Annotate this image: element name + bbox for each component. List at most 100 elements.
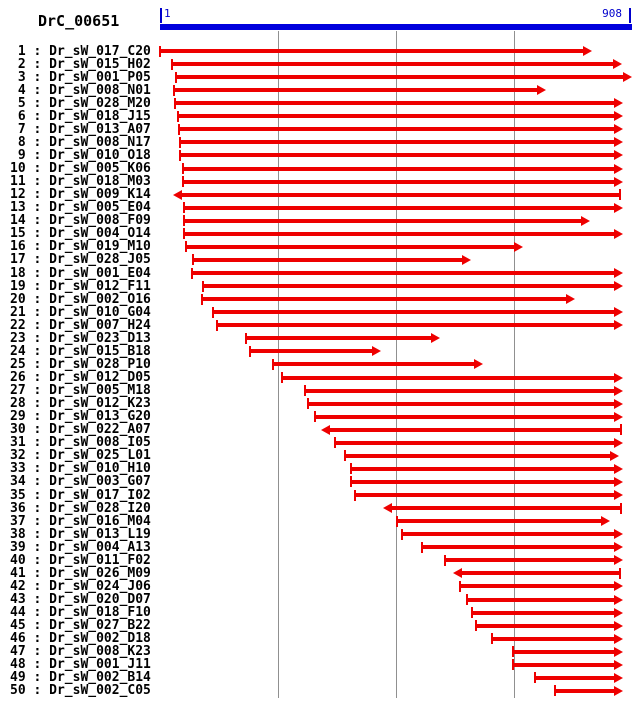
read-label: 1 : Dr_sW_017_C20 bbox=[10, 44, 151, 59]
read-arrow-tail bbox=[421, 542, 423, 553]
read-arrow-shaft bbox=[183, 180, 616, 184]
read-arrow-tail bbox=[314, 411, 316, 422]
ruler-bar bbox=[160, 24, 632, 30]
read-arrow-shaft bbox=[250, 349, 374, 353]
read-arrow-shaft bbox=[217, 323, 615, 327]
read-arrow-head bbox=[613, 59, 622, 69]
read-arrow-head bbox=[614, 477, 623, 487]
read-arrow-head bbox=[614, 150, 623, 160]
read-arrow-shaft bbox=[184, 219, 582, 223]
read-arrow-tail bbox=[183, 202, 185, 213]
read-arrow-tail bbox=[304, 385, 306, 396]
read-label: 46 : Dr_sW_002_D18 bbox=[10, 631, 151, 646]
read-arrow-tail bbox=[354, 490, 356, 501]
read-label: 4 : Dr_sW_008_N01 bbox=[10, 83, 151, 98]
read-arrow-tail bbox=[179, 137, 181, 148]
read-arrow-tail bbox=[444, 555, 446, 566]
read-arrow-head bbox=[614, 438, 623, 448]
read-arrow-tail bbox=[171, 59, 173, 70]
read-arrow-tail bbox=[554, 685, 556, 696]
contig-title: DrC_00651 bbox=[38, 12, 120, 30]
read-arrow-head bbox=[614, 164, 623, 174]
read-arrow-shaft bbox=[445, 558, 615, 562]
read-arrow-tail bbox=[173, 85, 175, 96]
read-arrow-shaft bbox=[476, 624, 616, 628]
read-arrow-shaft bbox=[213, 310, 616, 314]
read-arrow-tail bbox=[174, 98, 176, 109]
read-arrow-tail bbox=[475, 620, 477, 631]
read-arrow-tail bbox=[619, 189, 621, 200]
read-arrow-head bbox=[614, 412, 623, 422]
read-label: 2 : Dr_sW_015_H02 bbox=[10, 57, 151, 72]
read-arrow-head bbox=[583, 46, 592, 56]
read-arrow-head bbox=[614, 686, 623, 696]
read-arrow-head bbox=[453, 568, 462, 578]
read-label: 12 : Dr_sW_009_K14 bbox=[10, 187, 151, 202]
read-arrow-tail bbox=[334, 437, 336, 448]
read-arrow-tail bbox=[245, 333, 247, 344]
read-label: 29 : Dr_sW_013_G20 bbox=[10, 409, 151, 424]
read-label: 22 : Dr_sW_007_H24 bbox=[10, 318, 151, 333]
read-arrow-head bbox=[614, 124, 623, 134]
read-arrow-tail bbox=[183, 215, 185, 226]
read-label: 8 : Dr_sW_008_N17 bbox=[10, 135, 151, 150]
read-arrow-tail bbox=[212, 307, 214, 318]
ruler-start-label: 1 bbox=[164, 7, 171, 20]
read-arrow-shaft bbox=[492, 637, 616, 641]
read-arrow-head bbox=[614, 177, 623, 187]
read-label: 13 : Dr_sW_005_E04 bbox=[10, 200, 151, 215]
read-arrow-head bbox=[462, 255, 471, 265]
read-arrow-tail bbox=[350, 476, 352, 487]
read-label: 30 : Dr_sW_022_A07 bbox=[10, 422, 151, 437]
read-arrow-tail bbox=[471, 607, 473, 618]
read-label: 17 : Dr_sW_028_J05 bbox=[10, 252, 151, 267]
read-arrow-head bbox=[614, 490, 623, 500]
read-arrow-tail bbox=[249, 346, 251, 357]
read-arrow-tail bbox=[281, 372, 283, 383]
read-arrow-tail bbox=[201, 294, 203, 305]
read-arrow-head bbox=[614, 542, 623, 552]
read-arrow-head bbox=[614, 307, 623, 317]
read-arrow-shaft bbox=[472, 611, 615, 615]
read-arrow-shaft bbox=[355, 493, 615, 497]
read-label: 36 : Dr_sW_028_I20 bbox=[10, 501, 151, 516]
read-arrow-tail bbox=[401, 529, 403, 540]
read-label: 37 : Dr_sW_016_M04 bbox=[10, 514, 151, 529]
read-arrow-tail bbox=[175, 72, 177, 83]
read-arrow-tail bbox=[466, 594, 468, 605]
read-arrow-shaft bbox=[172, 62, 615, 66]
read-arrow-head bbox=[372, 346, 381, 356]
read-arrow-shaft bbox=[180, 140, 616, 144]
read-label: 19 : Dr_sW_012_F11 bbox=[10, 279, 151, 294]
read-label: 7 : Dr_sW_013_A07 bbox=[10, 122, 151, 137]
read-arrow-shaft bbox=[160, 49, 585, 53]
read-arrow-tail bbox=[350, 463, 352, 474]
ruler-end-label: 908 bbox=[602, 7, 622, 20]
read-arrow-tail bbox=[396, 516, 398, 527]
read-label: 25 : Dr_sW_028_P10 bbox=[10, 357, 151, 372]
read-arrow-tail bbox=[183, 228, 185, 239]
read-arrow-head bbox=[614, 111, 623, 121]
read-arrow-tail bbox=[182, 163, 184, 174]
read-arrow-shaft bbox=[246, 336, 433, 340]
read-arrow-tail bbox=[159, 46, 161, 57]
read-arrow-tail bbox=[620, 503, 622, 514]
read-label: 16 : Dr_sW_019_M10 bbox=[10, 239, 151, 254]
read-arrow-head bbox=[614, 229, 623, 239]
read-label: 32 : Dr_sW_025_L01 bbox=[10, 448, 151, 463]
read-arrow-shaft bbox=[176, 75, 625, 79]
read-label: 41 : Dr_sW_026_M09 bbox=[10, 566, 151, 581]
read-arrow-head bbox=[614, 386, 623, 396]
read-arrow-tail bbox=[534, 672, 536, 683]
read-arrow-head bbox=[614, 581, 623, 591]
read-arrow-shaft bbox=[174, 88, 539, 92]
read-arrow-shaft bbox=[175, 101, 616, 105]
read-arrow-shaft bbox=[397, 519, 603, 523]
read-arrow-head bbox=[610, 451, 619, 461]
read-label: 33 : Dr_sW_010_H10 bbox=[10, 461, 151, 476]
read-arrow-shaft bbox=[202, 297, 569, 301]
read-label: 45 : Dr_sW_027_B22 bbox=[10, 618, 151, 633]
read-arrow-shaft bbox=[308, 402, 616, 406]
read-label: 6 : Dr_sW_018_J15 bbox=[10, 109, 151, 124]
